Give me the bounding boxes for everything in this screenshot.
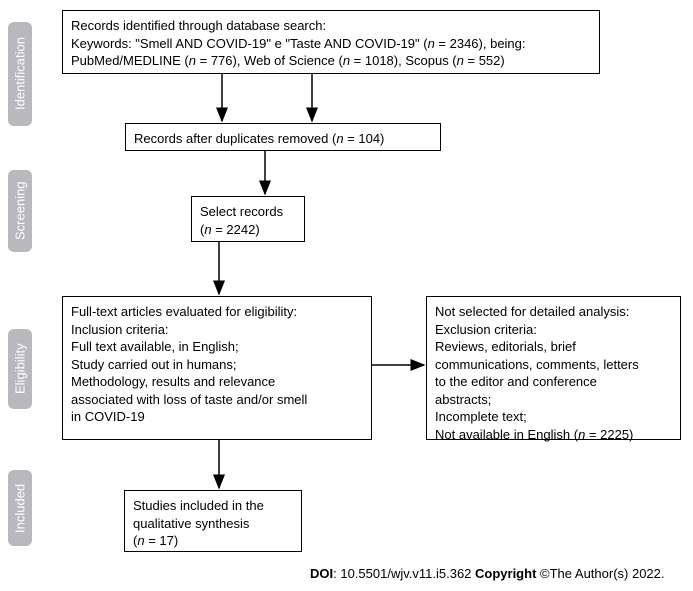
copyright-label: Copyright [475, 566, 536, 581]
flow-box-b2: Records after duplicates removed (n = 10… [125, 123, 441, 151]
stage-label-identification: Identification [8, 22, 32, 126]
copyright-value: ©The Author(s) 2022. [536, 566, 664, 581]
flow-box-b6: Studies included in thequalitative synth… [124, 490, 302, 552]
doi-label: DOI [310, 566, 333, 581]
flow-box-b4: Full-text articles evaluated for eligibi… [62, 296, 372, 440]
stage-label-included: Included [8, 470, 32, 546]
flow-box-b1: Records identified through database sear… [62, 10, 600, 74]
stage-label-eligibility: Eligibility [8, 329, 32, 409]
stage-label-screening: Screening [8, 170, 32, 252]
doi-value: : 10.5501/wjv.v11.i5.362 [333, 566, 475, 581]
footer-citation: DOI: 10.5501/wjv.v11.i5.362 Copyright ©T… [310, 566, 665, 581]
flow-box-b3: Select records(n = 2242) [191, 196, 305, 242]
flow-box-b5: Not selected for detailed analysis:Exclu… [426, 296, 681, 440]
